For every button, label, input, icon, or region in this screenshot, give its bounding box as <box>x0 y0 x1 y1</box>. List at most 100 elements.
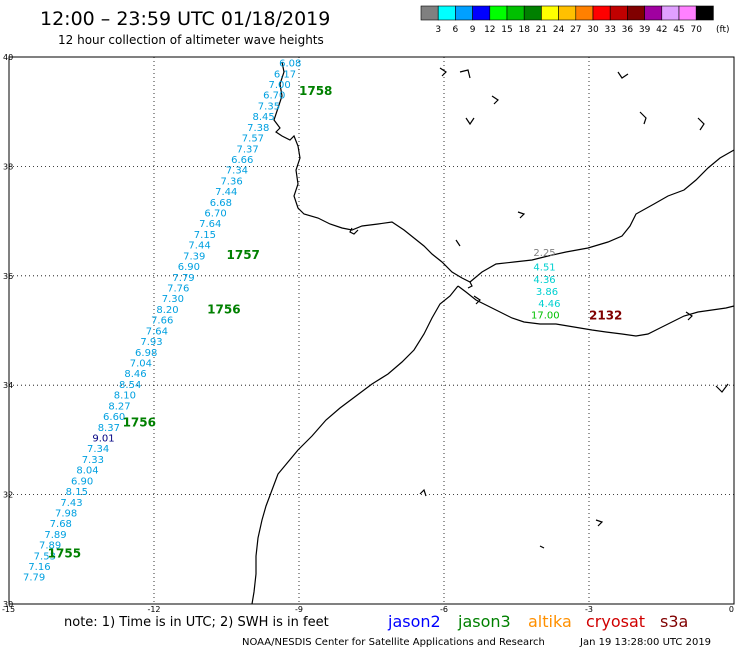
lat-tick-label: 34 <box>3 381 13 390</box>
coast-segment <box>639 111 647 125</box>
track-value: 8.45 <box>252 112 274 123</box>
colorbar-swatch <box>695 5 714 21</box>
colorbar-tick: 70 <box>690 25 702 35</box>
lat-tick-label: 32 <box>3 491 13 500</box>
med-track-value: 2.25 <box>533 248 555 259</box>
satellite-legend-item: jason2 <box>387 612 441 631</box>
track-value: 7.00 <box>268 80 290 91</box>
coast-segment <box>539 545 545 549</box>
track-value: 6.70 <box>204 209 226 220</box>
coast-segment <box>465 117 475 126</box>
colorbar-swatch <box>489 5 508 21</box>
track-value: 6.17 <box>274 69 296 80</box>
colorbar-tick: 33 <box>604 25 615 35</box>
colorbar-swatch <box>644 5 663 21</box>
colorbar-tick: 30 <box>587 25 599 35</box>
pass-time-labels: 1758 1757 1756 1756 1755 2132 <box>48 84 623 561</box>
track-value: 6.98 <box>135 348 157 359</box>
colorbar-swatch <box>661 5 680 21</box>
lon-tick-label: -3 <box>585 605 593 614</box>
track-value: 7.64 <box>199 219 221 230</box>
coast-segment <box>273 61 735 283</box>
coast-segment <box>685 311 693 321</box>
med-track-value: 4.51 <box>533 263 555 274</box>
track-value: 6.70 <box>263 91 285 102</box>
track-value: 7.15 <box>194 230 216 241</box>
coast-segment <box>457 285 735 337</box>
track-value: 7.37 <box>236 144 258 155</box>
colorbar-tick: 36 <box>622 25 634 35</box>
track-value: 8.27 <box>108 401 130 412</box>
med-track-value: 17.00 <box>531 311 560 322</box>
colorbar-swatch <box>506 5 525 21</box>
longitude-ticks: -15 -12 -9 -6 -3 0 <box>2 605 734 614</box>
colorbar-tick: 9 <box>470 25 476 35</box>
colorbar-tick: 45 <box>673 25 684 35</box>
colorbar-tick: 12 <box>484 25 495 35</box>
colorbar-tick: 6 <box>453 25 459 35</box>
track-value: 6.66 <box>231 155 253 166</box>
coast-segment <box>439 67 447 77</box>
colorbar-swatch <box>627 5 645 21</box>
colorbar-tick: 24 <box>553 25 565 35</box>
track-value: 7.35 <box>258 101 280 112</box>
colorbar-swatch <box>472 5 491 21</box>
track-value: 7.89 <box>39 541 61 552</box>
pass-time-label: 1756 <box>123 415 156 429</box>
gridlines <box>9 57 734 604</box>
satellite-legend: jason2 jason3 altika cryosat s3a <box>387 612 688 631</box>
colorbar-swatch <box>437 5 456 21</box>
colorbar-tick: 18 <box>518 25 530 35</box>
satellite-legend-item: altika <box>528 612 572 631</box>
colorbar-swatch <box>455 5 473 21</box>
lat-tick-label: 40 <box>3 53 13 62</box>
coast-segment <box>517 211 526 219</box>
track-value: 7.39 <box>183 251 205 262</box>
footer-credit: NOAA/NESDIS Center for Satellite Applica… <box>242 637 545 648</box>
lat-tick-label: 30 <box>3 600 13 609</box>
track-value: 7.68 <box>50 519 72 530</box>
pass-time-label: 1758 <box>299 84 332 98</box>
satellite-legend-item: jason3 <box>457 612 511 631</box>
footer-timestamp: Jan 19 13:28:00 UTC 2019 <box>579 637 711 648</box>
track-value: 7.44 <box>188 241 210 252</box>
colorbar-swatch <box>609 5 628 21</box>
track-value: 7.36 <box>220 176 242 187</box>
track-value: 7.38 <box>247 123 269 134</box>
track-value: 7.43 <box>60 498 82 509</box>
colorbar-tick: 27 <box>570 25 581 35</box>
coast-segment <box>595 519 604 527</box>
lon-tick-label: 0 <box>729 605 734 614</box>
coast-segment <box>349 227 359 235</box>
track-value: 7.93 <box>140 337 162 348</box>
track-value: 7.79 <box>23 573 45 584</box>
track-value: 8.54 <box>119 380 141 391</box>
track-value: 7.89 <box>44 530 66 541</box>
colorbar-tick: 3 <box>435 25 441 35</box>
colorbar-unit: (ft) <box>716 25 730 35</box>
track-value: 8.10 <box>114 391 136 402</box>
colorbar-legend: 3 6 9 12 15 18 21 24 27 30 33 36 39 42 45 70 (ft) <box>420 5 730 35</box>
colorbar-swatch <box>575 5 594 21</box>
pass-time-label: 1755 <box>48 547 81 561</box>
colorbar-swatch <box>420 5 439 21</box>
coast-segment <box>459 69 471 79</box>
track-value: 7.79 <box>172 273 194 284</box>
track-value: 7.76 <box>167 284 189 295</box>
track-value: 7.34 <box>226 166 248 177</box>
footer-note: note: 1) Time is in UTC; 2) SWH is in fe… <box>64 615 329 630</box>
track-value: 6.90 <box>71 476 93 487</box>
coast-segment <box>697 117 705 131</box>
colorbar-swatch <box>541 5 559 21</box>
lat-tick-label: 36 <box>3 272 13 281</box>
track-value: 6.68 <box>210 198 232 209</box>
coast-segment <box>473 295 481 305</box>
coastline <box>251 61 735 605</box>
track-value: 6.90 <box>178 262 200 273</box>
track-value: 7.98 <box>55 508 77 519</box>
lon-tick-label: -9 <box>295 605 303 614</box>
track-value: 7.04 <box>130 359 152 370</box>
track-value: 7.16 <box>28 562 50 573</box>
